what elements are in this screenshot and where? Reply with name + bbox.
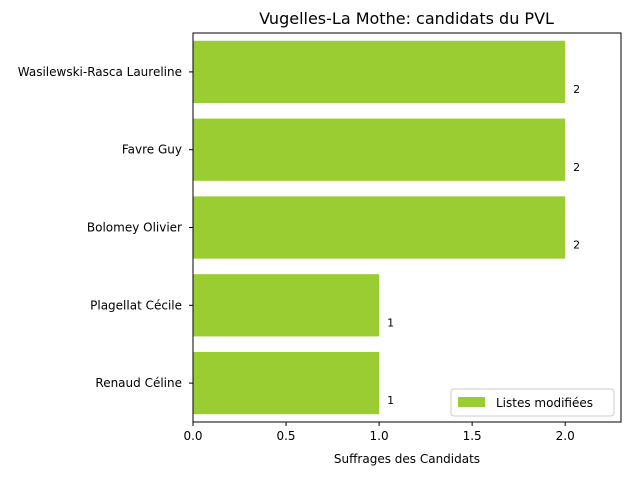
legend: Listes modifiées bbox=[450, 388, 615, 417]
data-label: 2 bbox=[573, 239, 580, 252]
legend-swatch bbox=[458, 397, 485, 407]
plot-frame bbox=[192, 32, 622, 423]
bar bbox=[193, 196, 566, 259]
x-tick-label: 0.0 bbox=[183, 429, 202, 443]
y-tick-label: Favre Guy bbox=[122, 143, 182, 157]
bar bbox=[193, 351, 380, 415]
chart-title: Vugelles-La Mothe: candidats du PVL bbox=[259, 9, 554, 28]
bars-group bbox=[193, 40, 566, 415]
y-axis-ticks: Wasilewski-Rasca Laureline Favre Guy Bolom… bbox=[18, 65, 193, 390]
data-label: 1 bbox=[387, 394, 394, 407]
y-tick-label: Renaud Céline bbox=[95, 376, 182, 390]
legend-box bbox=[450, 388, 615, 417]
data-labels-group: 2 2 2 1 1 bbox=[387, 83, 580, 407]
x-tick-label: 1.5 bbox=[463, 429, 482, 443]
data-label: 2 bbox=[573, 83, 580, 96]
legend-label: Listes modifiées bbox=[496, 396, 593, 410]
y-tick-label: Plagellat Cécile bbox=[90, 298, 182, 312]
data-label: 2 bbox=[573, 161, 580, 174]
y-tick-label: Bolomey Olivier bbox=[87, 221, 182, 235]
x-axis-label: Suffrages des Candidats bbox=[334, 452, 480, 466]
x-tick-label: 1.0 bbox=[370, 429, 389, 443]
bar bbox=[193, 40, 566, 104]
x-axis-ticks: 0.0 0.5 1.0 1.5 2.0 bbox=[183, 422, 575, 443]
data-label: 1 bbox=[387, 316, 394, 329]
y-tick-label: Wasilewski-Rasca Laureline bbox=[18, 65, 182, 79]
bar bbox=[193, 274, 380, 337]
x-tick-label: 2.0 bbox=[556, 429, 575, 443]
x-tick-label: 0.5 bbox=[276, 429, 295, 443]
bar bbox=[193, 118, 566, 181]
